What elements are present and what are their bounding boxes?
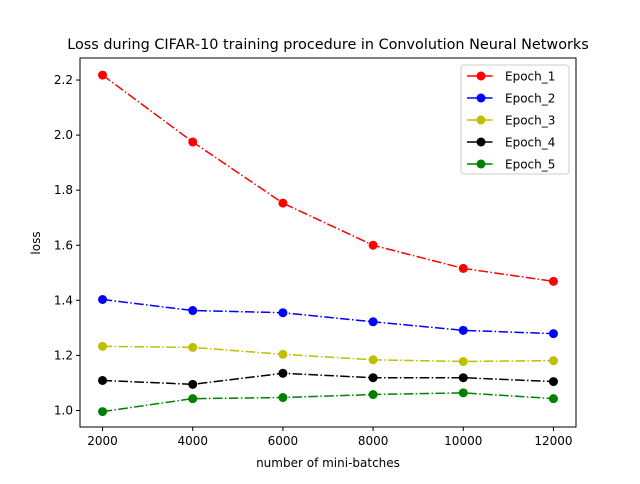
legend-label: Epoch_1	[505, 70, 555, 84]
y-tick-label: 2.2	[54, 73, 73, 87]
x-tick-label: 10000	[444, 434, 482, 448]
series-epoch-4	[98, 368, 558, 389]
legend-item: Epoch_2	[467, 92, 555, 106]
data-point	[278, 368, 288, 378]
data-point	[188, 342, 198, 352]
x-tick-label: 8000	[358, 434, 389, 448]
data-point	[458, 356, 468, 366]
data-point	[98, 407, 108, 417]
data-point	[278, 393, 288, 403]
data-point	[548, 356, 558, 366]
x-tick-label: 6000	[268, 434, 299, 448]
data-point	[98, 375, 108, 385]
data-point	[188, 306, 198, 316]
data-point	[98, 295, 108, 305]
legend-marker	[476, 159, 486, 169]
data-point	[188, 379, 198, 389]
data-point	[458, 325, 468, 335]
legend-label: Epoch_2	[505, 92, 555, 106]
series-line	[102, 392, 554, 413]
legend-item: Epoch_5	[467, 158, 555, 172]
series-line	[102, 74, 554, 283]
y-tick-label: 2.0	[54, 128, 73, 142]
legend-marker	[476, 93, 486, 103]
x-tick-label: 2000	[87, 434, 118, 448]
data-point	[548, 394, 558, 404]
legend-label: Epoch_5	[505, 158, 555, 172]
legend-item: Epoch_1	[467, 70, 555, 84]
series-epoch-2	[98, 295, 558, 339]
y-tick-label: 1.6	[54, 238, 73, 252]
series-epoch-5	[98, 388, 558, 417]
series-line	[102, 372, 554, 386]
data-point	[368, 240, 378, 250]
data-point	[278, 308, 288, 318]
data-point	[458, 263, 468, 273]
y-tick-label: 1.0	[54, 403, 73, 417]
y-tick-label: 1.4	[54, 293, 73, 307]
legend-label: Epoch_4	[505, 136, 555, 150]
y-axis-label: loss	[29, 231, 43, 254]
data-point	[188, 394, 198, 404]
data-point	[368, 355, 378, 365]
legend-item: Epoch_3	[467, 114, 555, 128]
data-point	[368, 373, 378, 383]
data-point	[458, 388, 468, 398]
data-point	[98, 341, 108, 351]
legend-box	[460, 64, 570, 175]
legend-item: Epoch_4	[467, 136, 555, 150]
data-point	[548, 377, 558, 387]
data-point	[368, 390, 378, 400]
legend-marker	[476, 115, 486, 125]
data-point	[278, 198, 288, 208]
series-line	[102, 298, 554, 335]
legend-marker	[476, 137, 486, 147]
series-line	[102, 345, 554, 363]
plot-frame	[79, 57, 577, 428]
legend: Epoch_1 Epoch_2 Epoch_3 Epoch_4 Epoch_5	[460, 64, 570, 175]
data-point	[548, 329, 558, 339]
series-epoch-3	[98, 341, 558, 366]
data-point	[278, 349, 288, 359]
x-tick-label: 4000	[177, 434, 208, 448]
y-tick-label: 1.2	[54, 348, 73, 362]
data-point	[98, 70, 108, 80]
x-axis-label: number of mini-batches	[256, 456, 400, 470]
legend-marker	[476, 71, 486, 81]
data-point	[368, 317, 378, 327]
x-tick-label: 12000	[534, 434, 572, 448]
series-epoch-1	[98, 70, 558, 286]
y-tick-label: 1.8	[54, 183, 73, 197]
data-point	[548, 276, 558, 286]
data-point	[188, 137, 198, 147]
legend-label: Epoch_3	[505, 114, 555, 128]
chart-title: Loss during CIFAR-10 training procedure …	[67, 37, 589, 53]
data-point	[458, 373, 468, 383]
